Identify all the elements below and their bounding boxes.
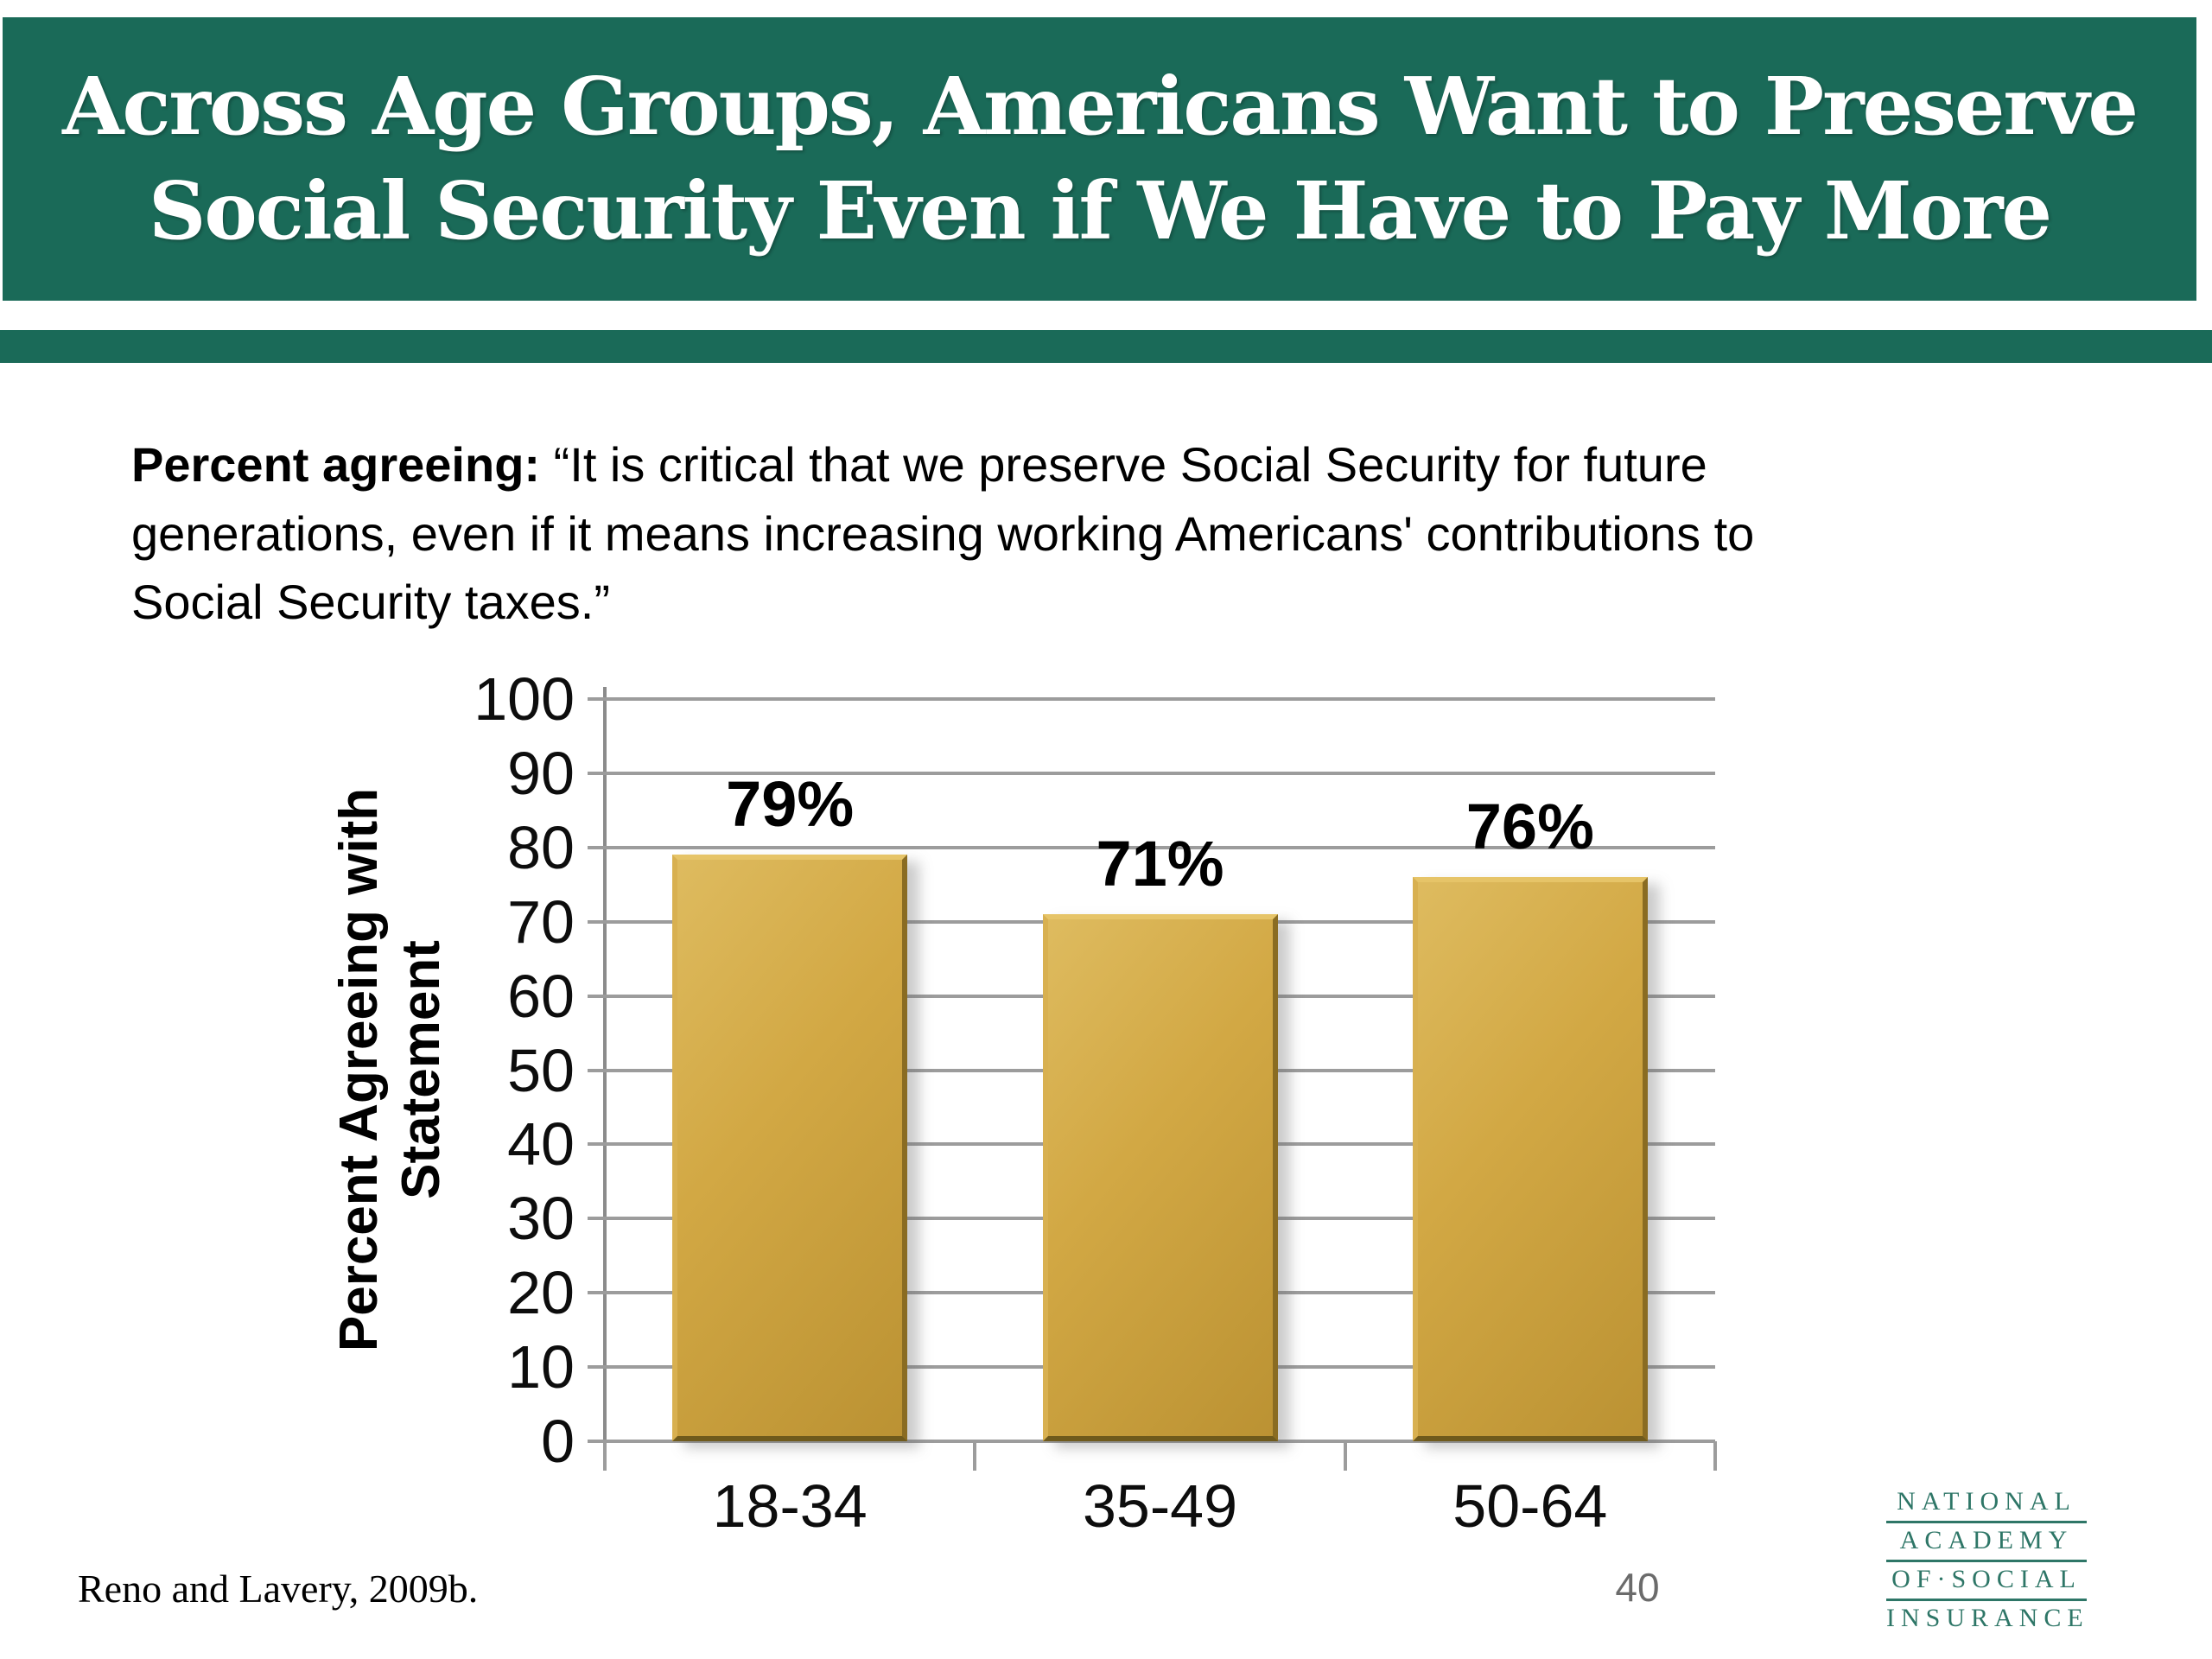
y-tick <box>588 1291 605 1295</box>
logo-line-4: INSURANCE <box>1886 1604 2089 1632</box>
bar <box>1412 877 1648 1441</box>
gridline <box>605 771 1715 775</box>
statement-line: Percent agreeing: “It is critical that w… <box>131 430 2119 499</box>
y-tick-label: 60 <box>507 962 575 1030</box>
y-axis-line <box>603 687 607 1471</box>
x-tick <box>1343 1441 1347 1471</box>
logo-line-1: NATIONAL <box>1886 1484 2087 1523</box>
logo-line-2: ACADEMY <box>1886 1523 2087 1562</box>
y-tick-label: 20 <box>507 1259 575 1327</box>
x-tick <box>1713 1441 1717 1471</box>
statement-line: Social Security taxes.” <box>131 575 610 630</box>
bar-value-label: 71% <box>1096 828 1224 900</box>
source-citation: Reno and Lavery, 2009b. <box>78 1567 479 1611</box>
title-banner: Across Age Groups, Americans Want to Pre… <box>3 17 2196 301</box>
statement-lead: Percent agreeing: <box>131 437 541 492</box>
y-tick <box>588 845 605 849</box>
y-tick <box>588 994 605 998</box>
x-tick <box>603 1441 607 1471</box>
y-tick-label: 50 <box>507 1036 575 1104</box>
x-category-label: 35-49 <box>1082 1472 1238 1540</box>
gridline <box>605 1440 1715 1443</box>
statement-paragraph: Percent agreeing: “It is critical that w… <box>131 430 2119 637</box>
y-tick-label: 80 <box>507 813 575 881</box>
nasi-logo: NATIONAL ACADEMY OF·SOCIAL INSURANCE <box>1886 1484 2087 1637</box>
y-tick-label: 100 <box>474 665 575 733</box>
bar <box>1042 914 1278 1441</box>
accent-stripe <box>0 330 2212 363</box>
y-tick <box>588 1217 605 1221</box>
page-number: 40 <box>1615 1565 1660 1610</box>
y-tick-label: 0 <box>541 1408 575 1475</box>
x-category-label: 50-64 <box>1452 1472 1608 1540</box>
bar-value-label: 79% <box>726 768 855 841</box>
statement-line1-text: “It is critical that we preserve Social … <box>540 437 1707 492</box>
logo-line-3: OF·SOCIAL <box>1886 1562 2087 1601</box>
y-tick <box>588 1068 605 1072</box>
bar-value-label: 76% <box>1465 791 1594 863</box>
page-title-line-1: Across Age Groups, Americans Want to Pre… <box>62 59 2139 153</box>
statement-line: generations, even if it means increasing… <box>131 505 1755 561</box>
y-tick-label: 40 <box>507 1110 575 1179</box>
y-tick <box>588 1142 605 1147</box>
x-category-label: 18-34 <box>712 1472 868 1540</box>
y-tick <box>588 697 605 701</box>
x-tick <box>973 1441 977 1471</box>
gridline <box>605 697 1715 701</box>
y-tick-label: 10 <box>507 1333 575 1402</box>
y-tick <box>588 1365 605 1370</box>
y-tick <box>588 919 605 924</box>
page-title-line-2: Social Security Even if We Have to Pay M… <box>148 164 2052 257</box>
gridline <box>605 845 1715 849</box>
y-tick <box>588 771 605 775</box>
y-tick-label: 70 <box>507 887 575 956</box>
y-tick-label: 30 <box>507 1185 575 1253</box>
y-tick <box>588 1440 605 1443</box>
y-tick-label: 90 <box>507 739 575 807</box>
bar <box>672 855 908 1441</box>
